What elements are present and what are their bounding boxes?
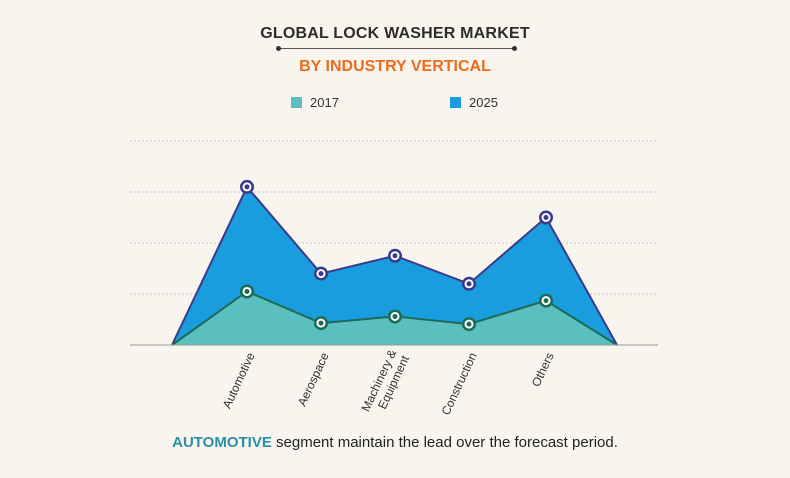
x-tick-label: Machinery &Equipment — [358, 347, 412, 420]
caption: AUTOMOTIVE segment maintain the lead ove… — [0, 434, 790, 451]
x-tick-label: Construction — [439, 350, 480, 417]
point-2017-4-center — [543, 298, 549, 304]
legend-label-2017: 2017 — [310, 95, 339, 110]
legend-swatch-2025 — [450, 97, 461, 108]
x-tick-label: Others — [529, 350, 557, 389]
legend-item-2025: 2025 — [450, 95, 498, 110]
point-2025-1-center — [318, 271, 324, 277]
point-2017-1-center — [318, 320, 324, 326]
point-2025-3-center — [466, 281, 472, 287]
legend-label-2025: 2025 — [469, 95, 498, 110]
legend-swatch-2017 — [291, 97, 302, 108]
chart-title: GLOBAL LOCK WASHER MARKET — [260, 25, 530, 42]
legend-item-2017: 2017 — [291, 95, 339, 110]
point-2025-0-center — [244, 184, 250, 190]
point-2025-4-center — [543, 215, 549, 220]
area-chart: Automotive Aerospace Machinery &Equipment C… — [130, 140, 658, 420]
point-2025-2-center — [392, 253, 398, 259]
caption-highlight: AUTOMOTIVE — [172, 434, 272, 451]
point-2017-0-center — [244, 288, 250, 294]
x-tick-label: Automotive — [220, 350, 258, 411]
chart-subtitle: BY INDUSTRY VERTICAL — [299, 58, 491, 75]
area-2025 — [172, 186, 617, 345]
point-2017-3-center — [466, 321, 472, 327]
point-2017-2-center — [392, 313, 398, 319]
caption-text: segment maintain the lead over the forec… — [271, 434, 618, 451]
title-divider — [276, 46, 517, 51]
x-tick-label: Aerospace — [295, 350, 332, 408]
